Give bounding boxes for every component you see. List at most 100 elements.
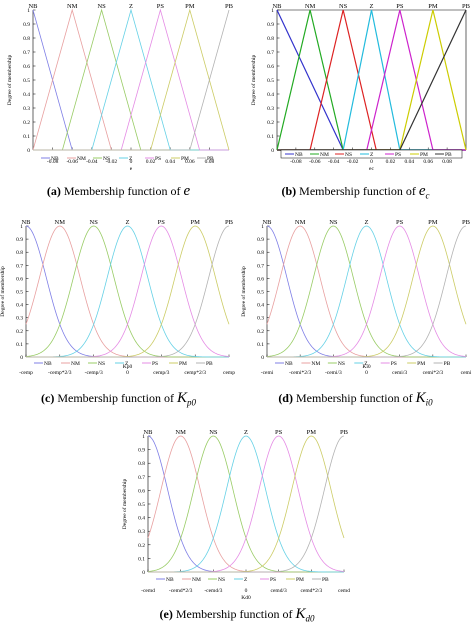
series-line-ps (33, 8, 229, 151)
y-tick-label: 0.3 (138, 529, 145, 535)
series-line-nm (25, 225, 229, 358)
x-tick-label: -0.08 (47, 159, 59, 165)
y-tick-label: 0.7 (23, 50, 30, 56)
y-tick-label: 0.3 (267, 106, 274, 112)
y-axis-label: Degree of membership (240, 266, 247, 317)
x-tick-label: 0.02 (146, 159, 156, 165)
series-top-label-pb: PB (462, 219, 471, 226)
y-tick-label: 0.1 (267, 134, 274, 140)
caption-tag: (b) (281, 184, 297, 198)
series-line-nb (25, 225, 229, 358)
x-tick-label: -0.06 (309, 159, 321, 165)
series-line-z (33, 8, 229, 151)
series-top-label-pb: PB (462, 3, 471, 10)
x-tick-label: -cemi (261, 370, 274, 376)
series-top-label-nb: NB (143, 429, 153, 436)
legend-label-z: Z (129, 156, 133, 162)
y-tick-label: 0.9 (257, 237, 264, 243)
y-tick-label: 0 (142, 570, 145, 576)
chart-c: 0 0.1 0.2 0.3 0.4 0.5 0.6 0.7 0.8 0.9 1 -cemp -cemp*… (0, 219, 235, 376)
caption-tag: (d) (278, 391, 293, 405)
x-tick-label: cemd*2/3 (301, 588, 323, 594)
legend-label-ns: NS (338, 361, 345, 367)
series-top-label-nm: NM (175, 429, 186, 436)
x-axis-label: ec (369, 166, 374, 172)
legend-label-nb: NB (44, 361, 52, 367)
x-tick-label: -0.08 (290, 159, 302, 165)
legend-label-ps: PS (152, 361, 158, 367)
y-axis-label: Degree of membership (0, 266, 6, 317)
caption-sub: d0 (305, 613, 315, 624)
panel-d: 0 0.1 0.2 0.3 0.4 0.5 0.6 0.7 0.8 0.9 1 -cemi -cemi*… (237, 212, 474, 422)
x-tick-label: 0 (365, 370, 368, 376)
y-tick-label: 0.5 (23, 78, 30, 84)
series-line-ns (147, 435, 344, 573)
series-line-ps (267, 225, 467, 358)
series-top-label-ns: NS (209, 429, 218, 436)
caption-text: Membership function of (175, 607, 293, 621)
x-tick-label: 0.08 (205, 159, 215, 165)
x-tick-label: -cemp/3 (85, 370, 103, 376)
y-tick-label: 0.4 (23, 92, 30, 98)
caption-b: (b) Membership function of ec (237, 183, 474, 200)
panel-c: 0 0.1 0.2 0.3 0.4 0.5 0.6 0.7 0.8 0.9 1 -cemp -cemp*… (0, 212, 237, 422)
series-line-pm (26, 225, 230, 358)
series-line-z (26, 225, 229, 358)
x-tick-label: -0.02 (347, 159, 359, 165)
x-tick-label: cemi*2/3 (423, 370, 444, 376)
x-tick-label: 0 (126, 370, 129, 376)
caption-e: (e) Membership function of Kd0 (118, 606, 356, 623)
y-tick-label: 0.5 (16, 290, 23, 296)
y-tick-label: 1 (261, 224, 264, 230)
legend-label-ps: PS (155, 156, 161, 162)
series-top-label-ns: NS (329, 219, 338, 226)
y-tick-label: 0.5 (138, 502, 145, 508)
x-tick-label: cemp*2/3 (184, 370, 206, 376)
series-top-label-pm: PM (185, 3, 195, 10)
caption-symbol: e (418, 183, 426, 199)
series-top-label-ps: PS (396, 3, 404, 10)
y-tick-label: 0.6 (267, 64, 274, 70)
legend-label-pm: PM (420, 152, 428, 158)
legend-label-pb: PB (206, 361, 213, 367)
legend-label-z: Z (125, 361, 129, 367)
series-line-pm (33, 8, 230, 151)
series-line-ns (266, 225, 466, 358)
legend-label-ns: NS (98, 361, 105, 367)
legend-label-nb: NB (51, 156, 59, 162)
x-tick-label: 0.08 (442, 159, 452, 165)
panel-e: 0 0.1 0.2 0.3 0.4 0.5 0.6 0.7 0.8 0.9 1 -cemd -cemd*… (118, 422, 356, 630)
series-top-label-ps: PS (158, 219, 166, 226)
x-tick-label: 0 (370, 159, 373, 165)
legend-label-pm: PM (296, 577, 304, 583)
series-top-label-z: Z (370, 3, 374, 10)
legend-label-nm: NM (77, 156, 86, 162)
y-tick-label: 0.3 (23, 106, 30, 112)
chart-d: 0 0.1 0.2 0.3 0.4 0.5 0.6 0.7 0.8 0.9 1 -cemi -cemi*… (240, 219, 472, 376)
series-line-pb (33, 9, 230, 151)
x-tick-label: cemd (338, 588, 350, 594)
legend-label-pm: PM (179, 361, 187, 367)
series-top-label-nm: NM (55, 219, 66, 226)
x-axis-label: Kp0 (123, 364, 133, 370)
series-line-nb (147, 435, 344, 573)
x-tick-label: cemi/3 (392, 370, 407, 376)
series-top-label-nm: NM (67, 3, 78, 10)
caption-sub: i0 (425, 397, 433, 408)
caption-tag: (a) (46, 184, 61, 198)
y-tick-label: 1 (27, 8, 30, 14)
y-tick-label: 0.1 (16, 342, 23, 348)
legend-label-nm: NM (311, 361, 320, 367)
series-line-pb (148, 435, 345, 573)
x-tick-label: -cemi*2/3 (289, 370, 312, 376)
caption-symbol: e (183, 183, 191, 199)
series-top-label-z: Z (244, 429, 248, 436)
x-tick-label: cemi (461, 370, 472, 376)
legend-label-pb: PB (445, 152, 452, 158)
y-tick-label: 0.7 (257, 263, 264, 269)
series-line-ns (33, 8, 229, 151)
y-tick-label: 0.7 (16, 263, 23, 269)
y-tick-label: 0.4 (257, 303, 264, 309)
x-tick-label: -cemp (19, 370, 33, 376)
legend-label-pm: PM (417, 361, 425, 367)
